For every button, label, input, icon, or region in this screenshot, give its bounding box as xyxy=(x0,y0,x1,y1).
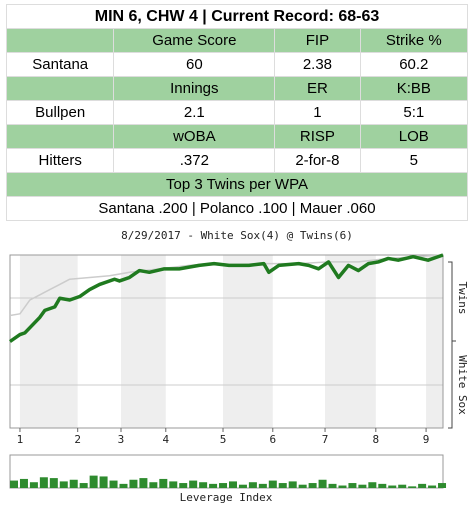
leverage-bar xyxy=(79,483,88,488)
bottom-label: White Sox xyxy=(456,355,469,415)
leverage-bar xyxy=(49,478,58,488)
leverage-bar xyxy=(89,475,98,488)
footer-title: Top 3 Twins per WPA xyxy=(6,172,468,197)
leverage-bar xyxy=(199,482,208,488)
inning-band xyxy=(325,255,376,428)
table-value: 2.1 xyxy=(113,100,276,125)
leverage-bar xyxy=(438,483,447,488)
table-value: .372 xyxy=(113,148,276,173)
table-row: Santana .200 | Polanco .100 | Mauer .060 xyxy=(6,196,468,221)
inning-band xyxy=(19,255,78,428)
table-row: Santana 60 2.38 60.2 xyxy=(5,52,469,77)
x-tick-label: 8 xyxy=(372,433,379,446)
leverage-bar xyxy=(388,485,397,488)
leverage-bar xyxy=(308,483,317,488)
inning-band xyxy=(120,255,166,428)
table-value: 60 xyxy=(113,52,276,77)
leverage-bar xyxy=(59,481,68,488)
leverage-bar xyxy=(418,483,427,488)
x-axis-label: Leverage Index xyxy=(180,491,273,504)
leverage-bar xyxy=(428,485,437,488)
column-header: K:BB xyxy=(359,76,469,101)
x-tick-label: 5 xyxy=(220,433,227,446)
leverage-bar xyxy=(29,482,38,488)
table-row: Top 3 Twins per WPA xyxy=(6,172,468,197)
x-tick-label: 3 xyxy=(118,433,125,446)
x-tick-label: 1 xyxy=(17,433,24,446)
side-bracket xyxy=(448,261,456,429)
blank-cell xyxy=(5,76,115,101)
leverage-bar xyxy=(378,483,387,488)
win-prob-line xyxy=(9,253,444,343)
leverage-bar xyxy=(139,478,148,488)
x-tick-label: 2 xyxy=(74,433,81,446)
x-tick-label: 4 xyxy=(162,433,169,446)
leverage-bar xyxy=(129,479,138,488)
blank-cell xyxy=(5,124,115,149)
leverage-bar xyxy=(408,486,417,488)
leverage-bar xyxy=(328,483,337,488)
leverage-bar xyxy=(338,485,347,488)
leverage-bar xyxy=(109,480,118,488)
table-value: 5:1 xyxy=(359,100,469,125)
leverage-bar xyxy=(318,479,327,488)
table-row: wOBA RISP LOB xyxy=(5,124,469,149)
chart-title: 8/29/2017 - White Sox(4) @ Twins(6) xyxy=(121,229,353,242)
table-row: Game Score FIP Strike % xyxy=(5,28,469,53)
column-header: LOB xyxy=(359,124,469,149)
footer-text: Santana .200 | Polanco .100 | Mauer .060 xyxy=(6,196,468,221)
leverage-bar xyxy=(228,481,237,488)
leverage-bar xyxy=(119,483,128,488)
row-label: Bullpen xyxy=(5,100,115,125)
leverage-bar xyxy=(149,482,158,488)
inning-band xyxy=(223,255,273,428)
leverage-bar xyxy=(358,484,367,488)
leverage-bar xyxy=(179,483,188,488)
column-header: ER xyxy=(274,76,361,101)
leverage-bar xyxy=(258,483,267,488)
x-tick-label: 9 xyxy=(423,433,430,446)
leverage-bar xyxy=(288,481,297,488)
leverage-bar xyxy=(209,483,218,488)
table-row: Bullpen 2.1 1 5:1 xyxy=(5,100,469,125)
leverage-bar xyxy=(10,480,18,488)
leverage-bar xyxy=(368,482,377,488)
table-title: MIN 6, CHW 4 | Current Record: 68-63 xyxy=(6,4,468,29)
leverage-bar xyxy=(219,483,228,488)
leverage-bar xyxy=(298,484,307,488)
leverage-bar xyxy=(159,478,168,488)
leverage-bar xyxy=(99,476,108,488)
table-row: MIN 6, CHW 4 | Current Record: 68-63 xyxy=(6,4,468,29)
leverage-bar xyxy=(189,480,198,488)
x-tick-label: 6 xyxy=(269,433,276,446)
inning-band xyxy=(426,255,443,428)
column-header: Innings xyxy=(113,76,276,101)
leverage-bar xyxy=(278,483,287,488)
leverage-bar xyxy=(238,484,247,488)
column-header: Strike % xyxy=(359,28,469,53)
summary-table: MIN 6, CHW 4 | Current Record: 68-63 Game… xyxy=(5,4,469,221)
table-row: Innings ER K:BB xyxy=(5,76,469,101)
x-tick-label: 7 xyxy=(322,433,329,446)
table-value: 60.2 xyxy=(359,52,469,77)
leverage-bar xyxy=(69,479,78,488)
leverage-bar xyxy=(248,482,257,488)
leverage-bar xyxy=(169,481,178,488)
leverage-bar xyxy=(19,478,28,488)
leverage-bar xyxy=(268,480,277,488)
column-header: RISP xyxy=(274,124,361,149)
leverage-bar xyxy=(398,484,407,488)
column-header: wOBA xyxy=(113,124,276,149)
leverage-bar xyxy=(39,477,48,488)
leverage-bar xyxy=(348,483,357,488)
top-label: Twins xyxy=(456,281,469,314)
column-header: Game Score xyxy=(113,28,276,53)
row-label: Santana xyxy=(5,52,115,77)
